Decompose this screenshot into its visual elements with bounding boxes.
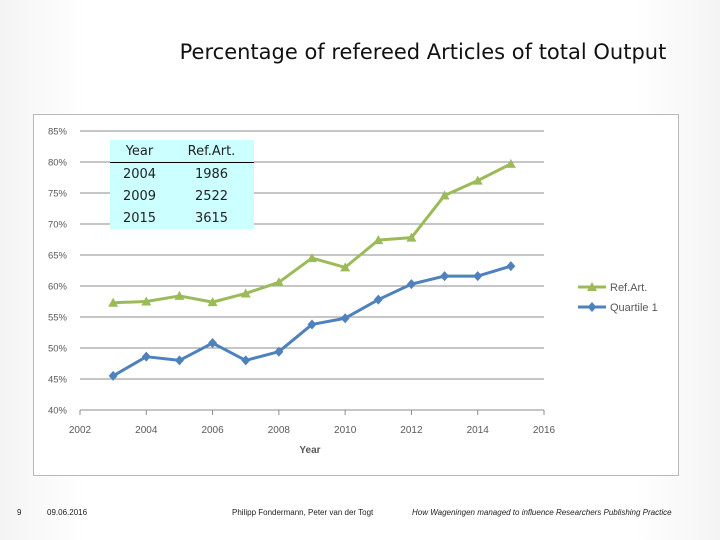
footer-page-number: 9 bbox=[17, 508, 22, 517]
data-point-ref-art bbox=[240, 288, 251, 298]
x-tick-label: 2006 bbox=[201, 425, 224, 436]
data-point-quartile-1 bbox=[440, 271, 450, 282]
footer-authors: Philipp Fondermann, Peter van der Togt bbox=[232, 508, 374, 517]
y-tick-label: 65% bbox=[48, 251, 68, 262]
axes: 40%45%50%55%60%65%70%75%80%85%2002 2004 20… bbox=[48, 127, 556, 437]
data-point-ref-art bbox=[273, 277, 284, 287]
table-cell-refart: 2522 bbox=[194, 188, 229, 204]
data-point-quartile-1 bbox=[208, 338, 218, 349]
data-point-quartile-1 bbox=[174, 355, 184, 366]
data-point-ref-art bbox=[108, 297, 119, 307]
table-row: 2004 1986 bbox=[110, 163, 254, 186]
data-point-quartile-1 bbox=[241, 355, 251, 366]
data-point-ref-art bbox=[406, 232, 417, 242]
slide-title: Percentage of refereed Articles of total… bbox=[179, 40, 667, 64]
legend-marker-quartile-1 bbox=[587, 302, 597, 312]
x-tick-label: 2010 bbox=[334, 425, 357, 436]
y-tick-label: 75% bbox=[48, 189, 68, 200]
footer-talk-title: How Wageningen managed to influence Rese… bbox=[412, 508, 672, 517]
data-point-ref-art bbox=[439, 190, 450, 200]
y-tick-label: 60% bbox=[48, 282, 68, 293]
legend: Ref.Art. Quartile 1 bbox=[578, 282, 658, 314]
y-tick-label: 70% bbox=[48, 220, 68, 231]
legend-marker-ref-art bbox=[587, 282, 597, 291]
data-point-quartile-1 bbox=[307, 319, 317, 330]
table-cell-refart: 1986 bbox=[194, 166, 229, 182]
reference-articles-table: Year Ref.Art. 2004 1986 2009 2522 2015 3… bbox=[110, 140, 254, 229]
data-point-ref-art bbox=[141, 296, 152, 306]
y-tick-label: 40% bbox=[48, 406, 68, 417]
legend-label-quartile-1: Quartile 1 bbox=[610, 302, 658, 314]
table-row: 2015 3615 bbox=[110, 207, 254, 229]
x-tick-label: 2016 bbox=[533, 425, 556, 436]
data-point-ref-art bbox=[207, 297, 218, 307]
table-cell-year: 2009 bbox=[122, 188, 157, 204]
table-header-row: Year Ref.Art. bbox=[110, 140, 254, 163]
y-tick-label: 85% bbox=[48, 127, 68, 138]
data-point-ref-art bbox=[340, 262, 351, 272]
data-point-quartile-1 bbox=[506, 261, 516, 272]
footer-date: 09.06.2016 bbox=[47, 508, 88, 517]
table-header-year: Year bbox=[110, 140, 169, 163]
data-point-ref-art bbox=[373, 235, 384, 245]
table-row: 2009 2522 bbox=[110, 185, 254, 207]
x-tick-label: 2014 bbox=[467, 425, 490, 436]
x-axis-label: Year bbox=[299, 445, 320, 456]
y-tick-label: 50% bbox=[48, 344, 68, 355]
data-point-quartile-1 bbox=[340, 313, 350, 324]
table-header-refart: Ref.Art. bbox=[168, 140, 254, 163]
table-cell-refart: 3615 bbox=[194, 210, 229, 226]
data-point-quartile-1 bbox=[373, 294, 383, 305]
data-point-quartile-1 bbox=[406, 279, 416, 290]
x-tick-label: 2004 bbox=[135, 425, 158, 436]
y-tick-label: 45% bbox=[48, 375, 68, 386]
data-point-ref-art bbox=[174, 290, 185, 300]
table-cell-year: 2015 bbox=[122, 210, 157, 226]
data-point-quartile-1 bbox=[141, 351, 151, 362]
data-point-ref-art bbox=[472, 175, 483, 185]
data-point-quartile-1 bbox=[274, 346, 284, 357]
data-point-ref-art bbox=[307, 253, 317, 263]
x-tick-label: 2002 bbox=[69, 425, 92, 436]
table-cell-year: 2004 bbox=[122, 166, 157, 182]
data-point-ref-art bbox=[505, 158, 516, 168]
x-tick-label: 2008 bbox=[268, 425, 291, 436]
series-lines bbox=[108, 158, 516, 381]
data-point-quartile-1 bbox=[473, 271, 483, 282]
legend-label-ref-art: Ref.Art. bbox=[610, 282, 647, 294]
y-tick-label: 80% bbox=[48, 158, 68, 169]
y-tick-label: 55% bbox=[48, 313, 68, 324]
data-point-quartile-1 bbox=[108, 370, 118, 381]
x-tick-label: 2012 bbox=[400, 425, 423, 436]
